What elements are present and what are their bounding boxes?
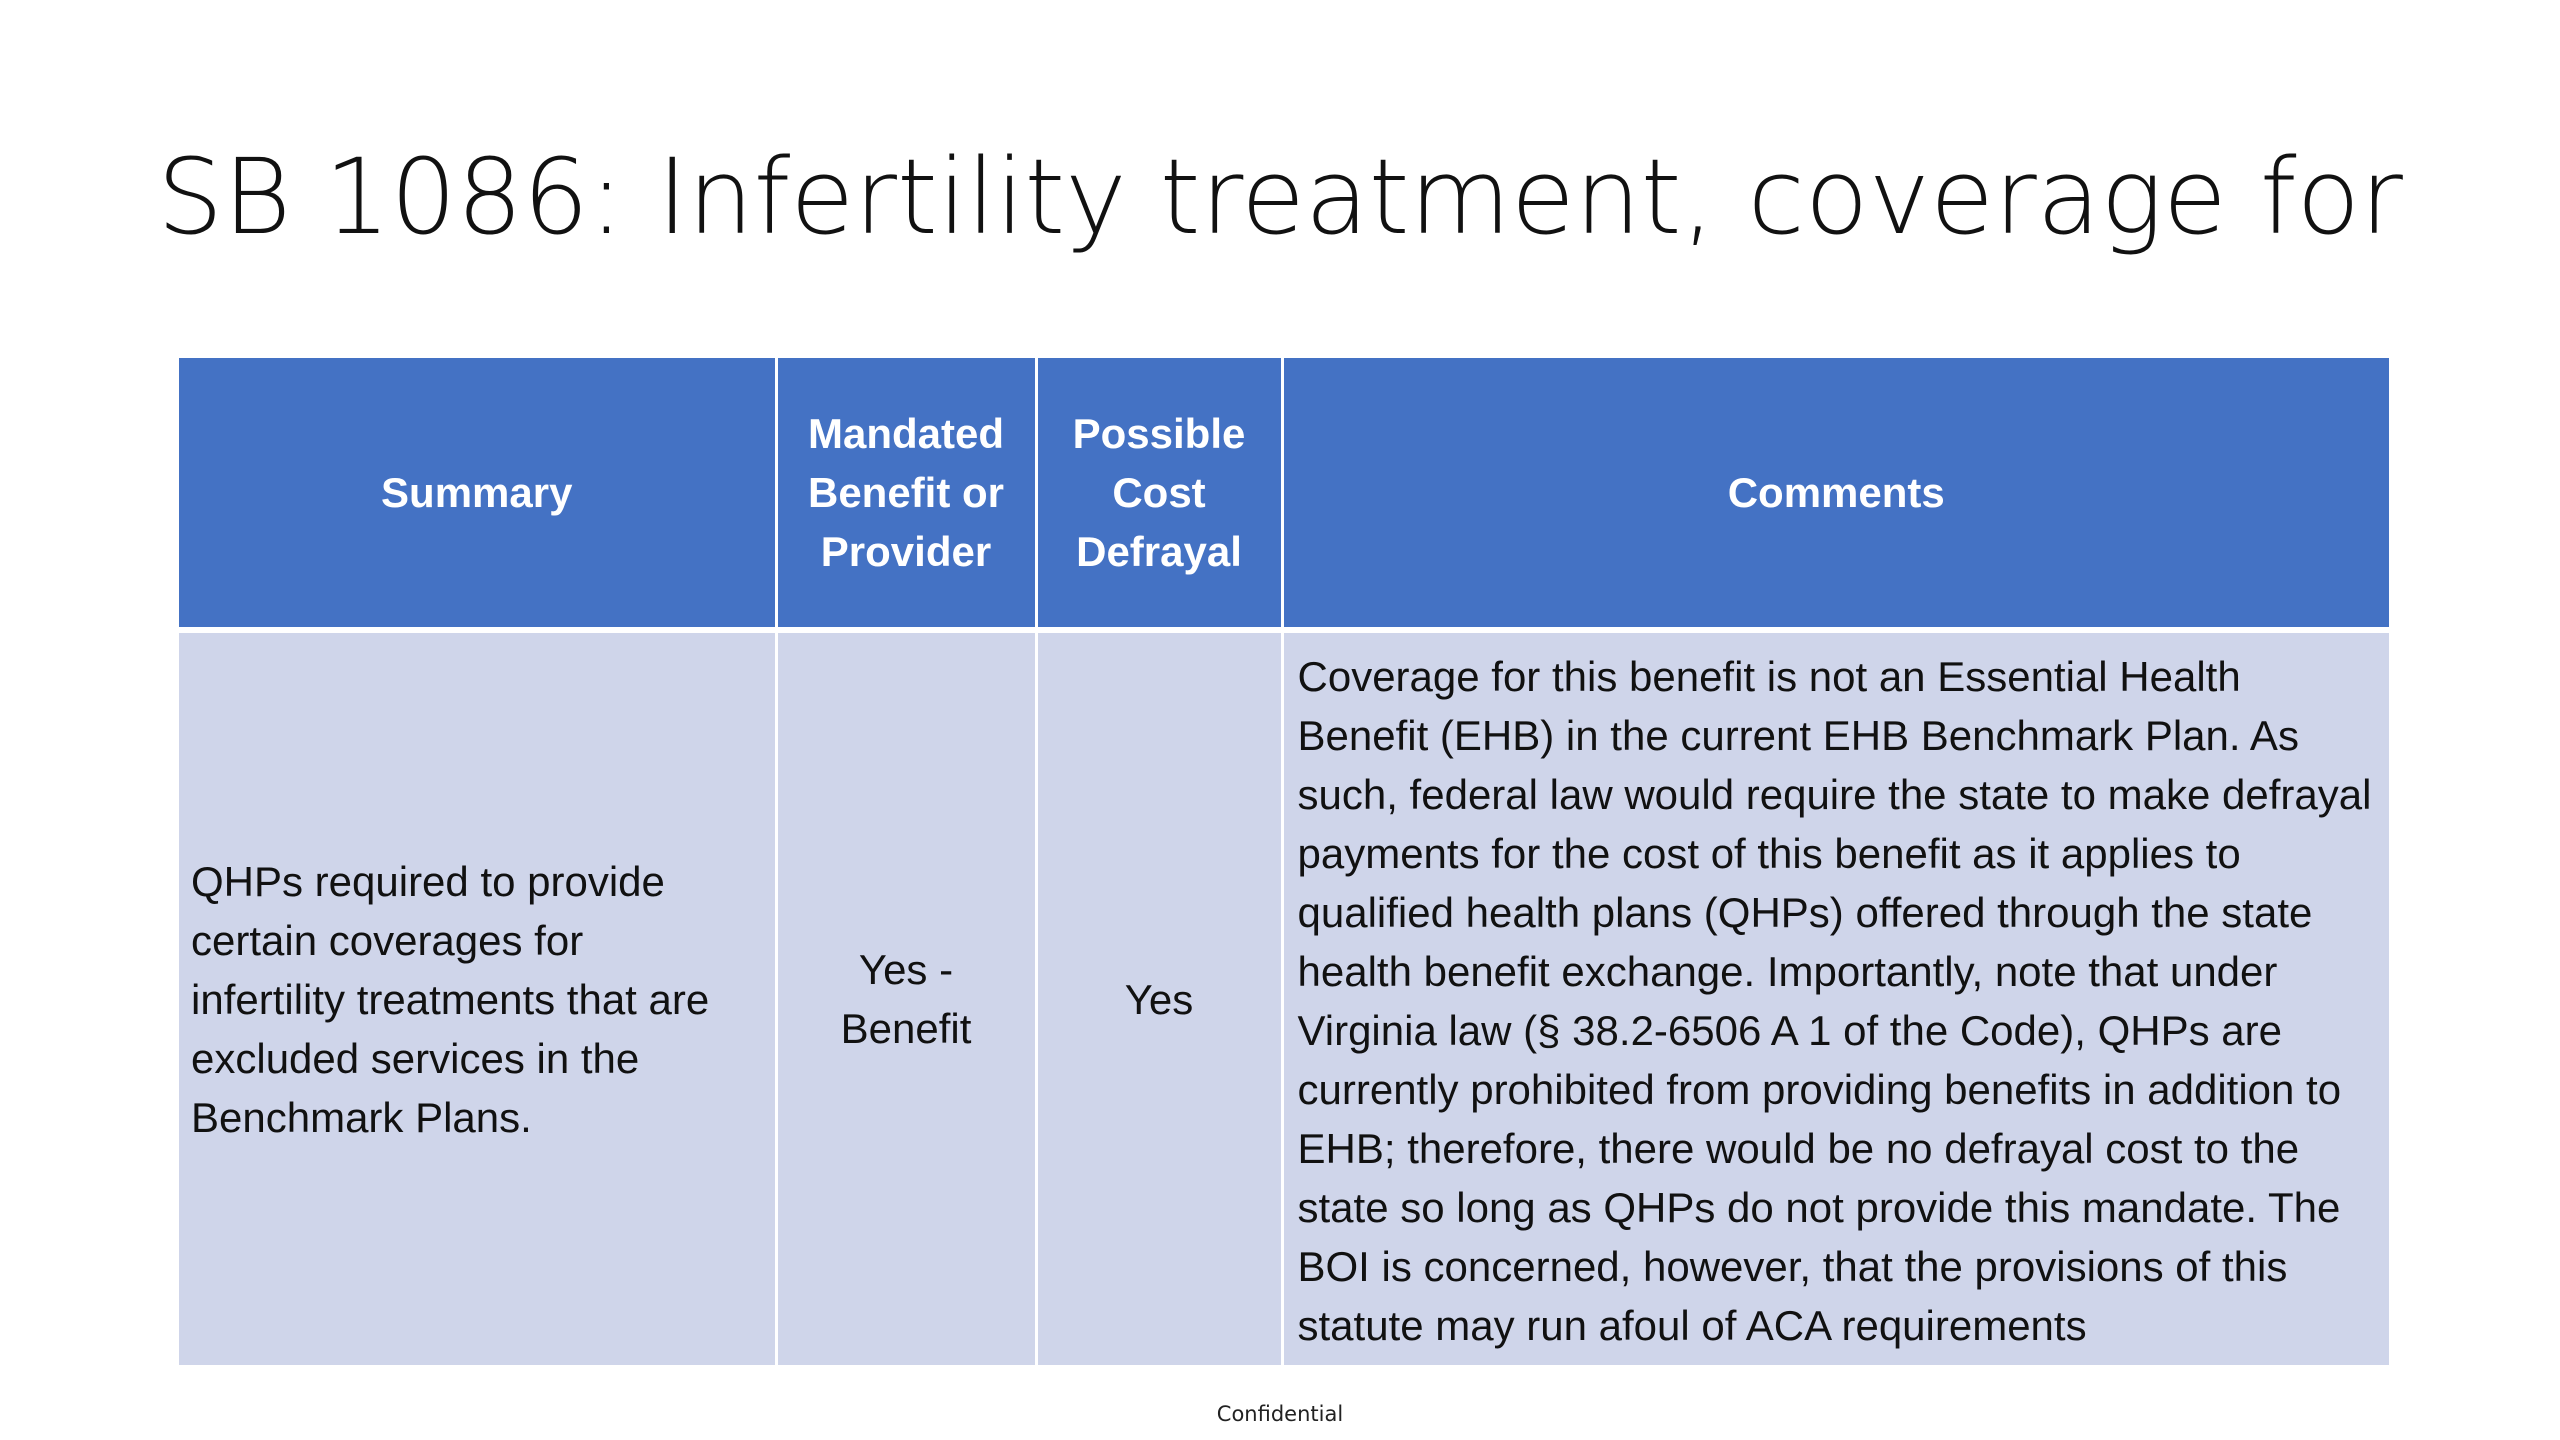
bill-summary-table: Summary Mandated Benefit or Provider Pos… — [179, 358, 2389, 1365]
header-mandated-line3: Provider — [820, 528, 992, 575]
header-defrayal-line3: Defrayal — [1076, 528, 1242, 575]
header-comments-label: Comments — [1727, 469, 1945, 516]
mandated-value-line2: Benefit — [840, 1005, 972, 1052]
table-header-row: Summary Mandated Benefit or Provider Pos… — [179, 358, 2389, 633]
header-mandated-line1: Mandated — [807, 410, 1004, 457]
defrayal-cell: Yes — [1036, 630, 1284, 1365]
header-mandated-line2: Benefit or — [807, 469, 1004, 516]
mandated-cell: Yes - Benefit — [776, 630, 1038, 1365]
header-mandated-benefit-or-provider: Mandated Benefit or Provider — [776, 358, 1038, 633]
header-comments: Comments — [1282, 358, 2389, 633]
summary-cell: QHPs required to provide certain coverag… — [179, 630, 778, 1365]
comments-cell: Coverage for this benefit is not an Esse… — [1282, 630, 2389, 1365]
header-defrayal-line2: Cost — [1112, 469, 1206, 516]
header-summary-label: Summary — [381, 469, 573, 516]
header-defrayal-line1: Possible — [1072, 410, 1246, 457]
header-possible-cost-defrayal: Possible Cost Defrayal — [1036, 358, 1284, 633]
mandated-value-line1: Yes - — [858, 946, 954, 993]
header-summary: Summary — [179, 358, 778, 633]
table-row: QHPs required to provide certain coverag… — [179, 630, 2389, 1365]
confidential-footer: Confidential — [1216, 1402, 1344, 1426]
slide-title: SB 1086: Infertility treatment, coverage… — [157, 136, 2403, 258]
